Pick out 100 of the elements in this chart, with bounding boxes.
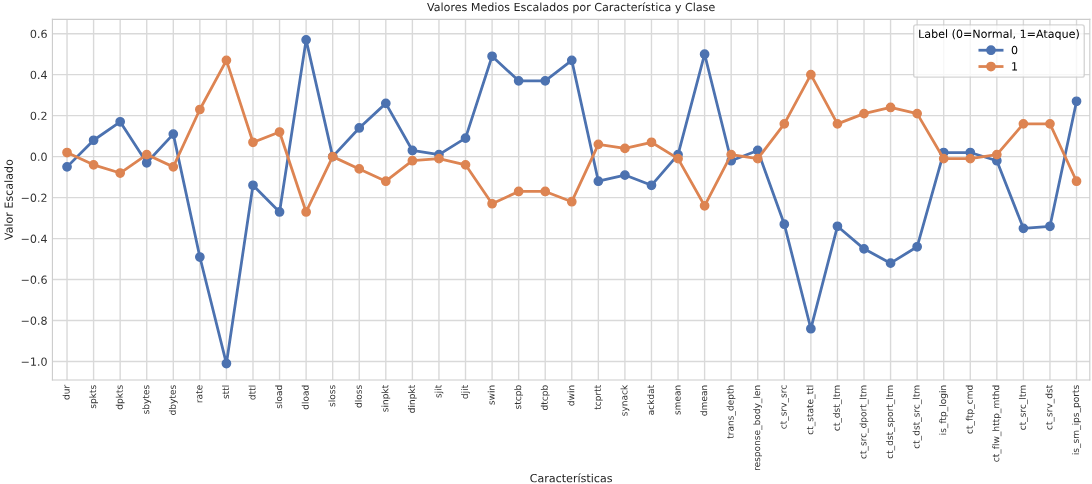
y-tick-label: 0.4 — [30, 70, 47, 80]
x-tick-label: dpkts — [115, 385, 125, 410]
point — [248, 180, 258, 191]
point — [380, 98, 391, 109]
point — [779, 219, 790, 230]
x-tick-label: stcpb — [514, 385, 524, 409]
point — [540, 186, 551, 197]
point — [620, 143, 630, 154]
point — [487, 51, 497, 62]
point — [168, 162, 179, 172]
point — [859, 243, 869, 254]
x-tick-label: sloss — [328, 385, 336, 407]
x-tick-label: dtcpb — [540, 385, 550, 410]
point — [221, 358, 232, 369]
point — [1045, 221, 1055, 232]
point — [885, 102, 896, 113]
point — [699, 49, 710, 60]
point — [62, 147, 72, 158]
point — [859, 108, 869, 119]
point — [407, 145, 418, 156]
point — [806, 323, 816, 334]
x-tick-label: dur — [62, 384, 70, 400]
x-tick-label: dmean — [700, 385, 708, 416]
point — [673, 153, 683, 164]
point — [168, 129, 179, 139]
x-tick-label: ct_dst_src_ltm — [912, 385, 922, 449]
point — [62, 162, 72, 172]
point — [593, 139, 604, 150]
y-tick-label: −0.6 — [21, 275, 47, 284]
point — [699, 200, 710, 211]
point — [646, 137, 657, 148]
point — [540, 75, 551, 86]
point — [513, 75, 524, 86]
point — [726, 149, 737, 160]
x-tick-label: ct_src_dport_ltm — [859, 385, 869, 459]
y-tick-label: 0.6 — [30, 29, 47, 39]
x-tick-label: sttl — [222, 385, 230, 399]
point — [938, 153, 949, 164]
point — [620, 170, 630, 180]
x-tick-label: rate — [196, 385, 203, 403]
x-tick-label: spkts — [89, 385, 98, 409]
x-tick-label: ct_srv_src — [780, 385, 789, 429]
y-axis-title: Valor Escalado — [4, 159, 13, 241]
y-tick-label: −0.8 — [21, 316, 47, 325]
x-tick-label: dloss — [354, 385, 362, 408]
x-tick-label: ct_dst_sport_ltm — [886, 385, 896, 459]
point — [752, 153, 763, 164]
legend-label: 0 — [1011, 45, 1018, 55]
point — [460, 159, 471, 170]
x-tick-label: sjit — [434, 385, 444, 398]
point — [407, 155, 418, 166]
point — [912, 108, 922, 119]
x-tick-label: trans_depth — [726, 385, 736, 439]
point — [1071, 96, 1082, 107]
x-tick-label: ct_srv_dst — [1045, 385, 1055, 430]
point — [646, 180, 657, 191]
x-tick-label: ct_dst_ltm — [832, 385, 842, 431]
point — [779, 118, 790, 129]
point — [248, 137, 258, 148]
point — [434, 153, 444, 164]
point — [1045, 118, 1055, 129]
point — [274, 207, 285, 217]
y-tick-label: −0.4 — [21, 234, 47, 243]
point — [380, 176, 391, 187]
point — [1018, 223, 1029, 234]
y-tick-label: −0.2 — [21, 193, 47, 202]
point — [88, 135, 99, 146]
point — [194, 252, 205, 262]
y-tick-label: −1.0 — [21, 357, 47, 366]
point — [912, 241, 922, 252]
point — [115, 168, 126, 178]
x-tick-label: ct_state_ttl — [806, 385, 816, 435]
point — [832, 221, 843, 232]
x-tick-label: dwin — [567, 385, 575, 406]
x-tick-label: tcprtt — [594, 385, 603, 410]
point — [194, 104, 205, 115]
point — [1018, 118, 1029, 129]
point — [301, 207, 311, 217]
point — [806, 69, 816, 80]
point — [487, 198, 497, 209]
point — [141, 149, 152, 160]
point — [221, 55, 232, 66]
x-tick-label: synack — [620, 384, 630, 416]
x-tick-label: is_ftp_login — [939, 385, 949, 435]
point — [354, 164, 365, 174]
x-tick-label: dttl — [248, 385, 256, 400]
point — [885, 258, 896, 269]
x-tick-label: dbytes — [168, 385, 178, 415]
x-tick-label: ct_ftp_cmd — [965, 385, 975, 434]
point — [274, 127, 285, 137]
point — [460, 133, 471, 144]
point — [832, 118, 843, 129]
point — [1071, 176, 1082, 187]
y-tick-label: 0.2 — [30, 111, 47, 121]
point — [566, 55, 577, 66]
point — [991, 149, 1002, 160]
x-tick-label: djit — [461, 385, 470, 399]
point — [965, 153, 976, 164]
x-tick-label: smean — [675, 385, 681, 415]
legend-title: Label (0=Normal, 1=Ataque) — [919, 29, 1079, 41]
